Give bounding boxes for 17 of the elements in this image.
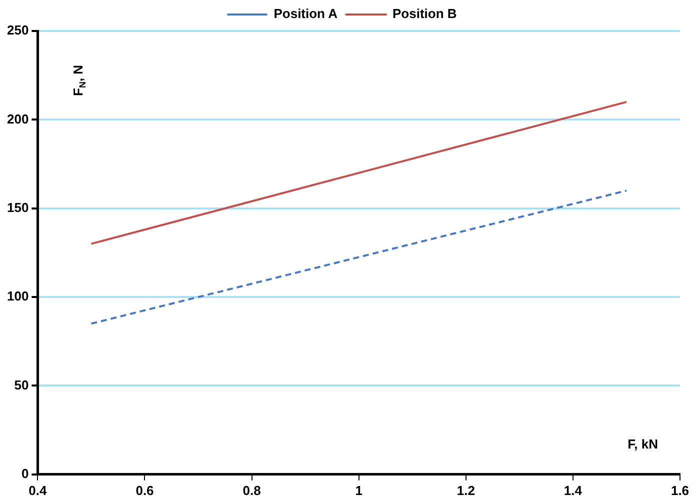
y-tick-label: 250: [6, 22, 29, 38]
x-axis-title: F, kN: [628, 436, 658, 452]
x-tick-label: 0.6: [136, 482, 154, 498]
y-tick-label: 200: [6, 111, 29, 126]
y-tick-label: 100: [6, 288, 29, 304]
x-tick-label: 1.6: [670, 482, 690, 498]
y-tick-label: 50: [14, 377, 29, 392]
legend-label: Position B: [392, 6, 457, 22]
x-tick-label: 1.4: [564, 482, 583, 498]
y-tick-label: 150: [6, 200, 29, 215]
x-tick-label: 1: [355, 482, 362, 498]
x-tick-label: 0.8: [242, 482, 261, 498]
x-tick-label: 0.4: [28, 482, 48, 498]
y-axis-title: FN, N: [70, 64, 88, 96]
legend-label: Position A: [274, 6, 338, 22]
y-tick-label: 0: [21, 466, 29, 481]
x-tick-label: 1.2: [456, 482, 475, 498]
